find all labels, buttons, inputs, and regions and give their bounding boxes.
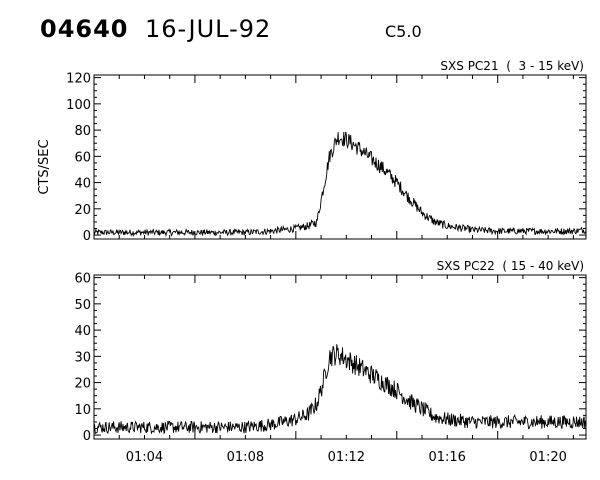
x-tick-label: 01:04	[126, 450, 163, 465]
x-tick-label: 01:20	[529, 450, 566, 465]
y-tick-label: 20	[74, 377, 91, 392]
count-rate-series	[93, 344, 587, 435]
chart-panel-1: SXS PC21 ( 3 - 15 keV) 0 20 40 60 80 100 120 CTS…	[37, 59, 587, 244]
y-tick-label: 10	[74, 403, 91, 418]
y-tick-label: 30	[74, 350, 91, 365]
y-tick-label: 50	[74, 298, 91, 313]
channel-title: SXS PC21 ( 3 - 15 keV)	[440, 59, 584, 73]
plot-frame	[93, 274, 587, 440]
goes-class: C5.0	[385, 22, 422, 41]
chart-panel-2: SXS PC22 ( 15 - 40 keV) 0 10 20 30 40 50 60 01:0…	[74, 259, 587, 465]
channel-title: SXS PC22 ( 15 - 40 keV)	[437, 259, 584, 273]
x-tick-label: 01:12	[328, 450, 365, 465]
event-id: 04640	[40, 15, 129, 43]
event-date: 16-JUL-92	[145, 15, 272, 43]
y-tick-label: 40	[74, 177, 91, 192]
y-tick-label: 100	[66, 98, 91, 113]
y-tick-label: 40	[74, 324, 91, 339]
y-axis-label: CTS/SEC	[37, 139, 52, 194]
y-tick-label: 0	[83, 429, 91, 444]
y-tick-label: 20	[74, 203, 91, 218]
x-tick-label: 01:16	[428, 450, 465, 465]
x-tick-label: 01:08	[227, 450, 264, 465]
plot-frame	[93, 74, 587, 240]
y-tick-label: 60	[74, 150, 91, 165]
count-rate-series	[93, 131, 587, 238]
y-tick-label: 0	[83, 229, 91, 244]
y-tick-label: 60	[74, 272, 91, 287]
y-tick-label: 80	[74, 124, 91, 139]
y-tick-label: 120	[66, 72, 91, 87]
